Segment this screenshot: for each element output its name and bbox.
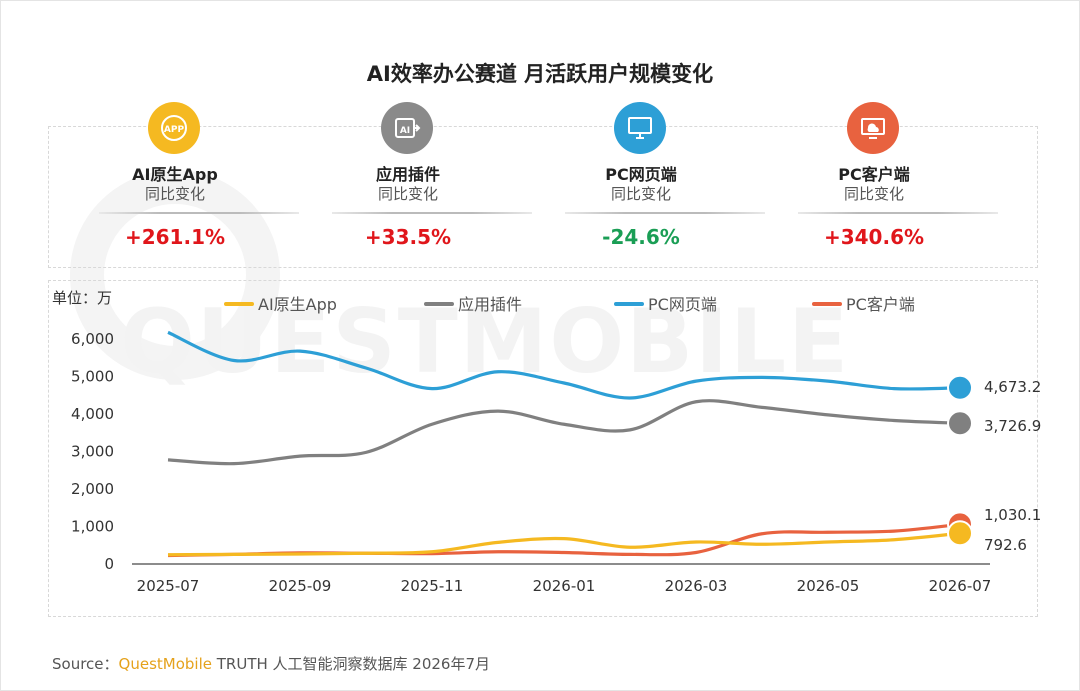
source-brand: QuestMobile	[119, 655, 212, 673]
legend-label: PC网页端	[648, 295, 717, 314]
series-line-1	[168, 401, 960, 464]
end-point-marker	[948, 376, 972, 400]
x-tick-label: 2026-07	[929, 577, 992, 595]
legend-label: AI原生App	[258, 295, 337, 314]
y-tick-label: 3,000	[71, 443, 114, 461]
x-tick-label: 2026-03	[665, 577, 728, 595]
end-point-marker	[948, 521, 972, 545]
x-axis: 2025-07 2025-09 2025-11 2026-01 2026-03 2026-…	[132, 564, 991, 595]
source-text: TRUTH 人工智能洞察数据库 2026年7月	[212, 655, 490, 673]
end-value-label: 4,673.2	[984, 378, 1041, 396]
y-axis: 0 1,000 2,000 3,000 4,000 5,000 6,000	[71, 330, 114, 573]
x-tick-label: 2025-07	[137, 577, 200, 595]
legend-label: 应用插件	[458, 295, 522, 314]
x-tick-label: 2025-11	[401, 577, 464, 595]
end-value-label: 792.6	[984, 536, 1027, 554]
legend: AI原生App 应用插件 PC网页端 PC客户端	[226, 295, 915, 314]
series-line-2	[168, 332, 960, 398]
source-prefix: Source：	[52, 655, 119, 673]
end-markers: 1,030.1 792.6 3,726.9 4,673.2	[948, 376, 1041, 554]
y-tick-label: 1,000	[71, 518, 114, 536]
x-tick-label: 2026-05	[797, 577, 860, 595]
x-tick-label: 2025-09	[269, 577, 332, 595]
y-tick-label: 2,000	[71, 480, 114, 498]
legend-label: PC客户端	[846, 295, 915, 314]
y-tick-label: 0	[104, 555, 114, 573]
source-note: Source：QuestMobile TRUTH 人工智能洞察数据库 2026年…	[52, 653, 490, 674]
end-point-marker	[948, 411, 972, 435]
y-tick-label: 5,000	[71, 368, 114, 386]
unit-label: 单位：万	[52, 289, 112, 307]
end-value-label: 3,726.9	[984, 417, 1041, 435]
x-tick-label: 2026-01	[533, 577, 596, 595]
y-tick-label: 6,000	[71, 330, 114, 348]
series-lines	[168, 332, 960, 555]
y-tick-label: 4,000	[71, 405, 114, 423]
end-value-label: 1,030.1	[984, 506, 1041, 524]
